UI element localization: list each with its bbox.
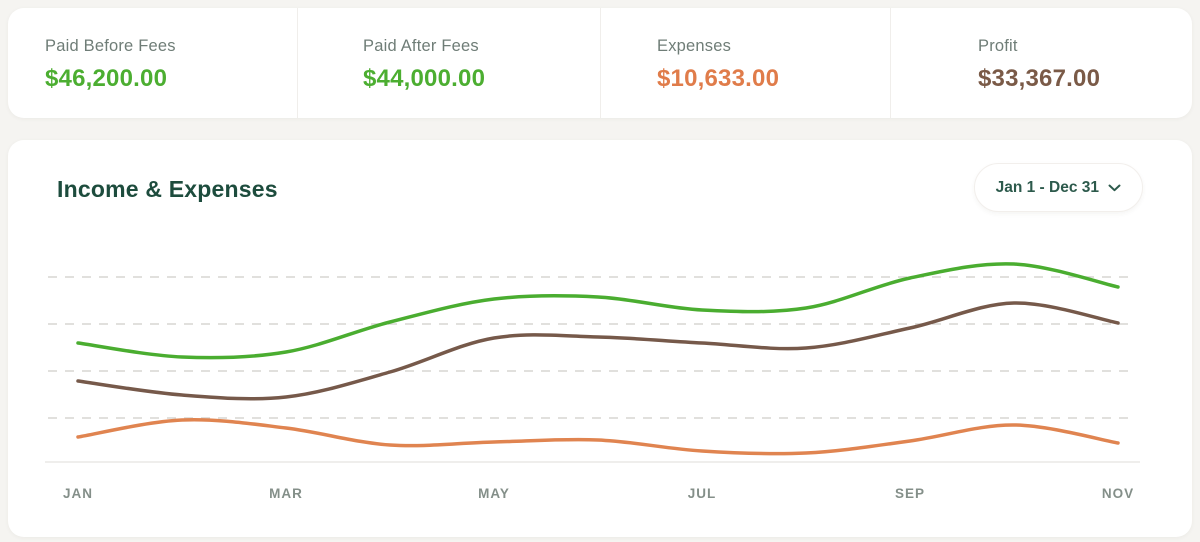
date-range-label: Jan 1 - Dec 31 — [995, 178, 1099, 196]
stat-value: $33,367.00 — [978, 65, 1101, 92]
stat-label: Paid Before Fees — [45, 37, 176, 55]
series-line-profit — [76, 301, 1120, 401]
series-line-expenses — [76, 418, 1120, 456]
gridlines — [45, 276, 1140, 463]
series-lines — [76, 262, 1120, 456]
stat-card: Profit $33,367.00 — [890, 8, 1192, 118]
stat-card: Paid Before Fees $46,200.00 — [8, 8, 297, 118]
stat-label: Profit — [978, 37, 1018, 55]
stat-label: Paid After Fees — [363, 37, 479, 55]
x-axis-label: MAR — [269, 486, 303, 501]
chart-title: Income & Expenses — [57, 176, 278, 202]
stat-label: Expenses — [657, 37, 732, 55]
stat-card: Paid After Fees $44,000.00 — [297, 8, 600, 118]
x-axis-label: MAY — [478, 486, 510, 501]
stat-value: $44,000.00 — [363, 65, 486, 92]
x-axis-labels: JAN MAR MAY JUL SEP NOV — [63, 486, 1134, 501]
stat-value: $46,200.00 — [45, 65, 168, 92]
summary-stats-bar: Paid Before Fees $46,200.00 Paid After F… — [8, 8, 1192, 118]
series-line-paid-income — [76, 262, 1120, 360]
x-axis-label: NOV — [1102, 486, 1134, 501]
x-axis-label: SEP — [895, 486, 925, 501]
chevron-down-icon — [1108, 184, 1121, 191]
stat-value: $10,633.00 — [657, 65, 780, 92]
x-axis-label: JAN — [63, 486, 93, 501]
stat-card: Expenses $10,633.00 — [600, 8, 890, 118]
income-expenses-card: Income & Expenses Jan 1 - Dec 31 JAN MAR M… — [8, 140, 1192, 537]
date-range-selector[interactable]: Jan 1 - Dec 31 — [973, 163, 1143, 212]
x-axis-label: JUL — [688, 486, 717, 501]
line-chart: JAN MAR MAY JUL SEP NOV — [45, 262, 1140, 501]
